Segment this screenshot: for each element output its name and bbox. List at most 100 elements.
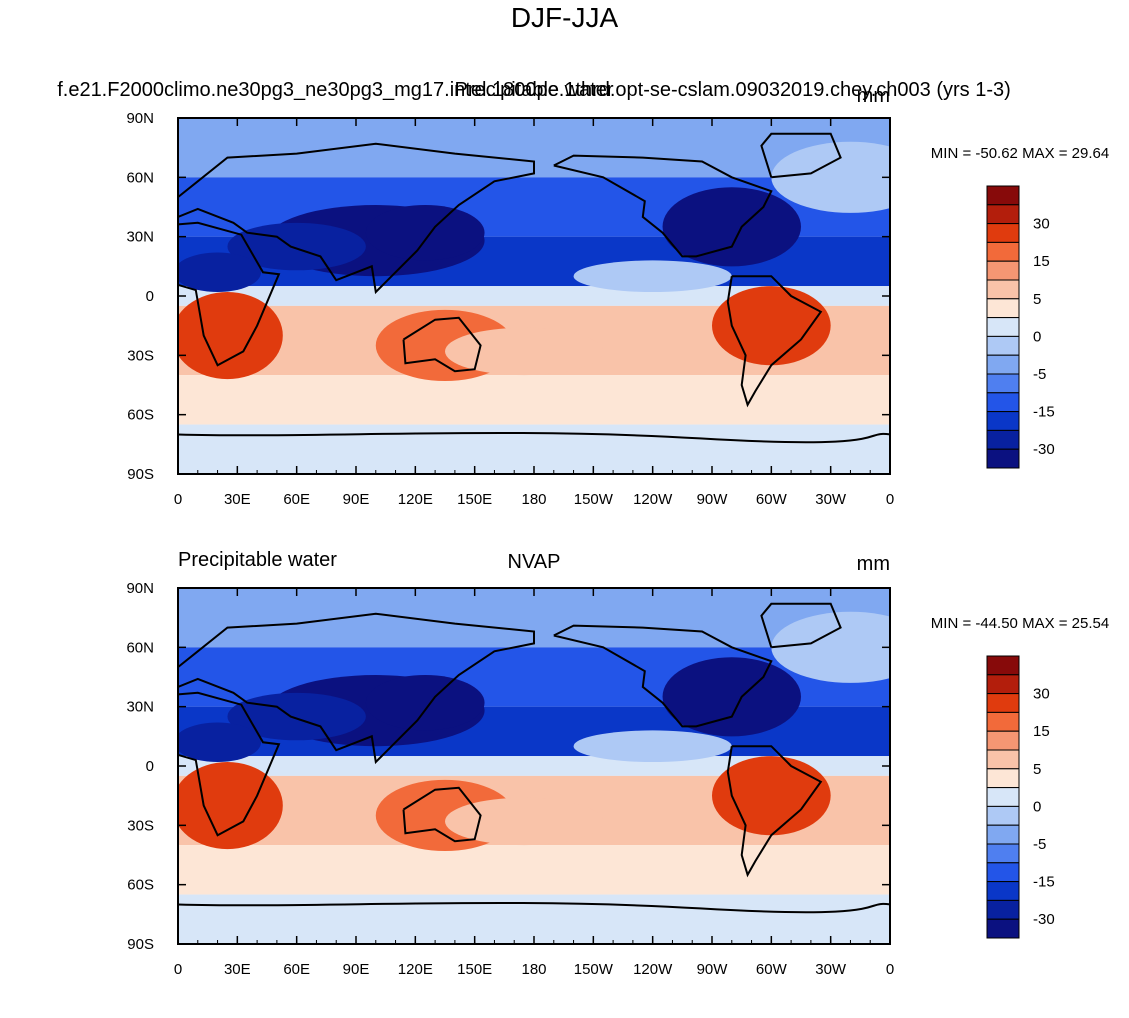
colorbar-swatch xyxy=(986,429,1020,450)
colorbar-swatch xyxy=(986,805,1020,826)
x-tick-label: 90W xyxy=(697,491,729,508)
coastlines xyxy=(178,602,890,914)
colorbar-label: -15 xyxy=(1033,874,1055,891)
field-nvap xyxy=(178,588,890,944)
x-tick-label: 150W xyxy=(574,491,614,508)
colorbar-label: 0 xyxy=(1033,798,1041,815)
x-tick-label: 120W xyxy=(633,961,673,978)
colorbar-swatch xyxy=(986,185,1020,206)
y-tick-label: 60S xyxy=(127,407,154,424)
colorbar-swatch xyxy=(986,241,1020,262)
x-tick-label: 30E xyxy=(224,961,251,978)
x-tick-label: 0 xyxy=(174,491,182,508)
x-tick-label: 90W xyxy=(697,961,729,978)
y-tick-label: 90N xyxy=(126,580,154,597)
y-tick-label: 60S xyxy=(127,877,154,894)
panel-units-label: mm xyxy=(857,85,890,107)
colorbar-swatch xyxy=(986,881,1020,901)
continent-outline xyxy=(402,786,482,843)
y-tick-label: 0 xyxy=(146,288,154,305)
y-tick-label: 30N xyxy=(126,229,154,246)
x-tick-label: 30W xyxy=(815,961,847,978)
colorbar-swatch xyxy=(986,768,1020,789)
x-tick-label: 150W xyxy=(574,961,614,978)
panel-left-label: Precipitable water xyxy=(178,549,337,571)
y-tick-label: 30S xyxy=(127,817,154,834)
colorbar-swatch xyxy=(986,373,1020,394)
y-tick-label: 60N xyxy=(126,169,154,186)
panel-title: NVAP xyxy=(508,551,561,573)
panel-left-label: Precipitable water xyxy=(455,79,614,101)
x-tick-label: 0 xyxy=(886,961,894,978)
colorbar-swatch xyxy=(986,223,1020,243)
continent-outline xyxy=(178,221,281,367)
field-anomaly xyxy=(662,187,801,267)
colorbar-swatch xyxy=(986,260,1020,281)
field-band xyxy=(178,756,890,776)
y-tick-label: 90S xyxy=(127,936,154,953)
colorbar-swatch xyxy=(986,730,1020,751)
colorbar-swatch xyxy=(986,411,1020,431)
colorbar-swatch xyxy=(986,711,1020,732)
field-band xyxy=(178,286,890,306)
panel-units-label: mm xyxy=(857,553,890,575)
colorbar-label: -15 xyxy=(1033,404,1055,421)
colorbar-swatch xyxy=(986,279,1020,300)
min-max-text: MIN = -50.62 MAX = 29.64 xyxy=(931,145,1109,162)
field-anomaly xyxy=(712,756,831,836)
x-tick-label: 0 xyxy=(886,491,894,508)
x-tick-label: 150E xyxy=(457,491,492,508)
colorbar-swatch xyxy=(986,298,1020,319)
colorbar-swatch xyxy=(986,749,1020,770)
continent-outline xyxy=(726,745,823,878)
antarctica-outline xyxy=(178,901,890,914)
y-tick-label: 0 xyxy=(146,758,154,775)
colorbar-swatch xyxy=(986,693,1020,713)
field-band xyxy=(178,845,890,895)
x-tick-label: 120E xyxy=(398,491,433,508)
colorbar-label: -5 xyxy=(1033,366,1046,383)
colorbar-swatch xyxy=(986,787,1020,807)
x-tick-label: 60E xyxy=(283,491,310,508)
x-tick-label: 60W xyxy=(756,961,788,978)
field-anomaly xyxy=(771,141,890,213)
continent-outline xyxy=(553,154,773,258)
colorbar-swatch xyxy=(986,918,1020,939)
y-tick-label: 90N xyxy=(126,110,154,127)
x-tick-label: 30E xyxy=(224,491,251,508)
continent-outline xyxy=(553,624,773,728)
field-anomaly xyxy=(444,327,604,376)
field-anomaly xyxy=(712,286,831,366)
field-anomaly xyxy=(444,797,604,846)
x-tick-label: 180 xyxy=(521,961,546,978)
continent-outline xyxy=(178,142,535,295)
x-tick-label: 90E xyxy=(343,491,370,508)
colorbar-swatch xyxy=(986,655,1020,676)
continent-outline xyxy=(760,602,842,649)
min-max-text: MIN = -44.50 MAX = 25.54 xyxy=(931,615,1109,632)
colorbar-label: 30 xyxy=(1033,216,1050,233)
colorbar-label: 15 xyxy=(1033,723,1050,740)
field-band xyxy=(178,375,890,425)
y-tick-label: 30N xyxy=(126,699,154,716)
plot-panel-nvap: Precipitable water NVAP mm MIN = -44.50 MAX… xyxy=(126,549,1109,978)
field-anomaly xyxy=(178,762,283,850)
figure-title: DJF-JJA xyxy=(510,2,619,33)
y-tick-label: 90S xyxy=(127,466,154,483)
x-tick-label: 120E xyxy=(398,961,433,978)
x-tick-label: 0 xyxy=(174,961,182,978)
continent-outline xyxy=(726,275,823,408)
antarctica-outline xyxy=(178,431,890,444)
field-anomaly xyxy=(178,292,283,380)
colorbar-label: -30 xyxy=(1033,441,1055,458)
colorbar-swatch xyxy=(986,899,1020,920)
x-tick-label: 90E xyxy=(343,961,370,978)
field-anomaly xyxy=(573,730,732,763)
colorbar-swatch xyxy=(986,824,1020,845)
continent-outline xyxy=(402,316,482,373)
colorbar-swatch xyxy=(986,674,1020,695)
field-anomaly xyxy=(365,675,485,731)
x-tick-label: 60E xyxy=(283,961,310,978)
continent-outline xyxy=(178,612,535,765)
field-anomaly xyxy=(178,252,262,293)
